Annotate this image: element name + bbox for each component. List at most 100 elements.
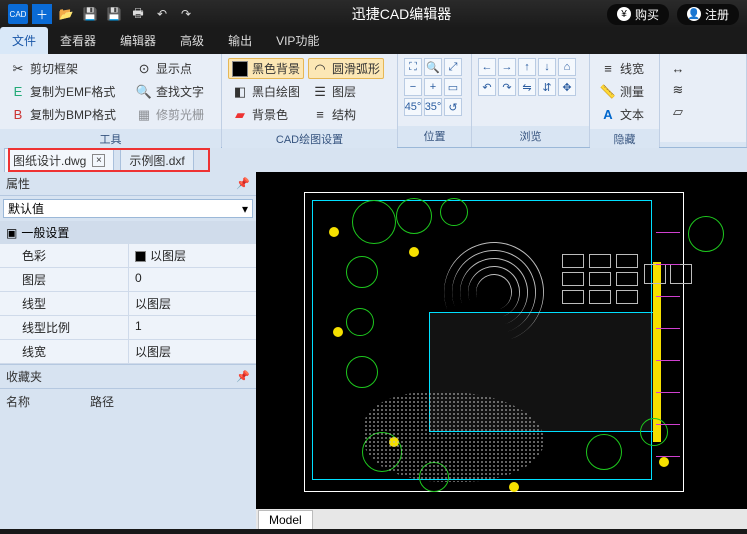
flip-h-icon[interactable]: ⇋ (518, 78, 536, 96)
reset-icon[interactable]: ↺ (444, 98, 462, 116)
pin-icon[interactable]: 📌 (236, 370, 250, 383)
fav-col-path: 路径 (90, 393, 114, 410)
quick-access-toolbar: CAD ＋ 📂 💾 💾 🖶 ↶ ↷ (8, 4, 196, 24)
measure-button[interactable]: 📏测量 (596, 81, 648, 102)
expand-icon[interactable]: ⤢ (444, 58, 462, 76)
find-text-button[interactable]: 🔍查找文字 (132, 81, 208, 102)
rot-r-icon[interactable]: ↷ (498, 78, 516, 96)
currency-icon: ¥ (617, 7, 631, 21)
pan-icon[interactable]: ✥ (558, 78, 576, 96)
area-button[interactable]: ▱ (666, 102, 694, 122)
ribbon-group-label (660, 142, 746, 147)
rot-l-icon[interactable]: ↶ (478, 78, 496, 96)
zoomout-icon[interactable]: − (404, 78, 422, 96)
window-icon[interactable]: ▭ (444, 78, 462, 96)
table-row[interactable]: 线型比例1 (0, 316, 256, 340)
pin-icon[interactable]: 📌 (236, 177, 250, 190)
zoomin-icon[interactable]: + (424, 78, 442, 96)
collapse-icon: ▣ (6, 226, 17, 240)
tab-viewer[interactable]: 查看器 (48, 27, 108, 54)
table-row[interactable]: 图层0 (0, 268, 256, 292)
bgcolor-button[interactable]: ▰背景色 (228, 104, 304, 125)
ruler-icon: 📏 (600, 84, 616, 100)
search-icon: 🔍 (136, 84, 152, 100)
copy-emf-button[interactable]: E复制为EMF格式 (6, 81, 120, 102)
black-bg-button[interactable]: 黑色背景 (228, 58, 304, 79)
ribbon-group-label: 位置 (398, 126, 471, 147)
tab-editor[interactable]: 编辑器 (108, 27, 168, 54)
layers-button[interactable]: ☰图层 (308, 81, 384, 102)
ribbon: ✂剪切框架 E复制为EMF格式 B复制为BMP格式 ⊙显示点 🔍查找文字 ▦修剪… (0, 54, 747, 148)
register-button[interactable]: 👤 注册 (677, 4, 739, 25)
nav-up-icon[interactable]: ↑ (518, 58, 536, 76)
nav-left-icon[interactable]: ← (478, 58, 496, 76)
model-tab[interactable]: Model (258, 510, 313, 529)
smooth-arc-button[interactable]: ◠圆滑弧形 (308, 58, 384, 79)
new-icon[interactable]: ＋ (32, 4, 52, 24)
redo-icon[interactable]: ↷ (176, 4, 196, 24)
ribbon-group-position: ⛶🔍⤢ −+▭ 45°35°↺ 位置 (398, 54, 472, 147)
linewidth-icon: ≡ (600, 61, 616, 77)
bmp-icon: B (10, 107, 26, 123)
tab-file[interactable]: 文件 (0, 27, 48, 54)
file-tab[interactable]: 示例图.dxf (120, 148, 193, 172)
print-icon[interactable]: 🖶 (128, 4, 148, 24)
emf-icon: E (10, 84, 26, 100)
tab-output[interactable]: 输出 (216, 27, 264, 54)
ribbon-group-label: 浏览 (472, 126, 589, 147)
file-tab[interactable]: 图纸设计.dwg × (4, 148, 114, 172)
distance-button[interactable]: ↔ (666, 58, 694, 78)
flip-v-icon[interactable]: ⇵ (538, 78, 556, 96)
combo-value: 默认值 (8, 200, 44, 217)
property-group[interactable]: ▣ 一般设置 (0, 221, 256, 244)
scissors-icon: ✂ (10, 61, 26, 77)
default-combo[interactable]: 默认值 ▾ (3, 199, 253, 218)
tab-advanced[interactable]: 高级 (168, 27, 216, 54)
close-icon[interactable]: × (92, 154, 105, 167)
panel-title: 属性 (6, 175, 30, 192)
undo-icon[interactable]: ↶ (152, 4, 172, 24)
table-row[interactable]: 线型以图层 (0, 292, 256, 316)
trim-raster-button[interactable]: ▦修剪光栅 (132, 104, 208, 125)
favorites-title: 收藏夹 (6, 368, 42, 385)
crop-frame-button[interactable]: ✂剪切框架 (6, 58, 120, 79)
ribbon-group-extra: ↔ ≋ ▱ (660, 54, 747, 147)
app-logo-icon: CAD (8, 4, 28, 24)
fav-col-name: 名称 (6, 393, 30, 410)
structure-button[interactable]: ≡结构 (308, 104, 384, 125)
workspace: 属性 📌 默认值 ▾ ▣ 一般设置 色彩以图层 图层0 线型以图层 线型比例1 线… (0, 172, 747, 529)
bw-draw-button[interactable]: ◧黑白绘图 (228, 81, 304, 102)
text-button[interactable]: A文本 (596, 104, 648, 125)
fit-icon[interactable]: ⛶ (404, 58, 422, 76)
table-row[interactable]: 色彩以图层 (0, 244, 256, 268)
angle2-icon[interactable]: 35° (424, 98, 442, 116)
group-title: 一般设置 (21, 224, 69, 241)
multi-icon: ≋ (670, 82, 686, 98)
table-row[interactable]: 线宽以图层 (0, 340, 256, 364)
properties-table: ▣ 一般设置 色彩以图层 图层0 线型以图层 线型比例1 线宽以图层 (0, 221, 256, 364)
position-grid: ⛶🔍⤢ −+▭ 45°35°↺ (404, 58, 462, 116)
buy-label: 购买 (635, 6, 659, 23)
open-icon[interactable]: 📂 (56, 4, 76, 24)
bw-icon: ◧ (232, 84, 248, 100)
save-icon[interactable]: 💾 (80, 4, 100, 24)
properties-panel: 属性 📌 默认值 ▾ ▣ 一般设置 色彩以图层 图层0 线型以图层 线型比例1 线… (0, 172, 256, 529)
ribbon-tabs: 文件 查看器 编辑器 高级 输出 VIP功能 (0, 28, 747, 54)
user-icon: 👤 (687, 7, 701, 21)
nav-home-icon[interactable]: ⌂ (558, 58, 576, 76)
title-bar: CAD ＋ 📂 💾 💾 🖶 ↶ ↷ 迅捷CAD编辑器 ¥ 购买 👤 注册 (0, 0, 747, 28)
copy-bmp-button[interactable]: B复制为BMP格式 (6, 104, 120, 125)
nav-down-icon[interactable]: ↓ (538, 58, 556, 76)
saveas-icon[interactable]: 💾 (104, 4, 124, 24)
linewidth-button[interactable]: ≡线宽 (596, 58, 648, 79)
zoom-icon[interactable]: 🔍 (424, 58, 442, 76)
multi-button[interactable]: ≋ (666, 80, 694, 100)
angle-icon[interactable]: 45° (404, 98, 422, 116)
buy-button[interactable]: ¥ 购买 (607, 4, 669, 25)
nav-right-icon[interactable]: → (498, 58, 516, 76)
area-icon: ▱ (670, 104, 686, 120)
model-space-bar: Model (256, 509, 747, 529)
cad-canvas[interactable] (256, 172, 747, 509)
show-points-button[interactable]: ⊙显示点 (132, 58, 208, 79)
tab-vip[interactable]: VIP功能 (264, 27, 331, 54)
